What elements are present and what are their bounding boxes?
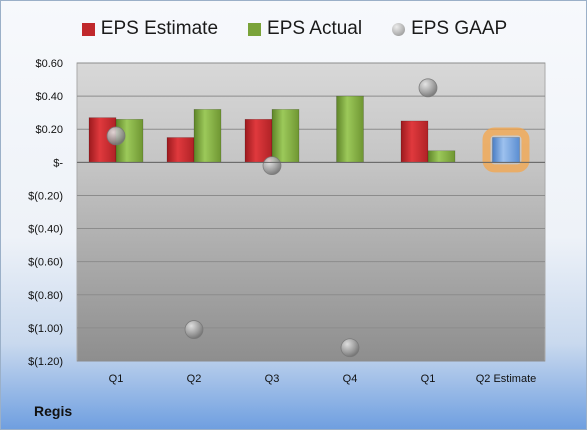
y-tick-label: $(0.40) [28, 224, 63, 236]
bar-eps-estimate [244, 118, 273, 163]
y-tick-label: $(1.20) [28, 356, 63, 368]
point-eps-gaap [184, 320, 204, 339]
actual-swatch-icon [248, 22, 262, 36]
bars [88, 78, 530, 358]
legend: EPS Estimate EPS Actual EPS GAAP [1, 18, 587, 40]
y-tick-label: $(1.00) [28, 323, 63, 335]
legend-label: EPS GAAP [411, 18, 508, 39]
x-tick-label: Q2 Estimate [476, 373, 537, 385]
highlight-glow [482, 127, 530, 173]
y-tick-label: $0.60 [35, 58, 63, 70]
bar-eps-actual [427, 150, 456, 163]
axes: $0.60 $0.40 $0.20 $- $(0.20) $(0.40) $(0.60) $(… [28, 58, 545, 385]
y-tick-label: $0.20 [35, 124, 63, 136]
x-tick-label: Q4 [343, 373, 358, 385]
point-eps-gaap [106, 126, 126, 146]
legend-label: EPS Actual [267, 18, 363, 39]
bar-eps-actual [193, 109, 222, 163]
y-tick-label: $- [53, 157, 63, 169]
company-name: Regis [34, 403, 73, 419]
point-eps-gaap [262, 156, 282, 176]
legend-item-gaap: EPS GAAP [392, 18, 507, 40]
bar-eps-estimate [166, 137, 195, 163]
x-tick-label: Q3 [265, 373, 280, 385]
bar-eps-estimate-highlight [492, 137, 520, 163]
estimate-swatch-icon [81, 22, 95, 36]
y-tick-label: $(0.20) [28, 190, 63, 202]
point-eps-gaap [418, 78, 438, 98]
y-tick-label: $(0.80) [28, 290, 63, 302]
point-eps-gaap [340, 338, 360, 358]
plot-area [76, 62, 546, 362]
x-tick-label: Q1 [109, 373, 124, 385]
y-tick-label: $(0.60) [28, 257, 63, 269]
x-tick-label: Q1 [421, 373, 436, 385]
x-tick-label: Q2 [187, 373, 202, 385]
legend-item-estimate: EPS Estimate [81, 18, 219, 40]
bar-eps-actual [271, 109, 300, 163]
legend-label: EPS Estimate [100, 18, 219, 39]
legend-item-actual: EPS Actual [248, 18, 362, 40]
gaap-swatch-icon [392, 22, 406, 36]
bar-eps-actual [336, 95, 364, 163]
y-tick-label: $0.40 [35, 91, 63, 103]
bar-eps-estimate [400, 120, 429, 163]
